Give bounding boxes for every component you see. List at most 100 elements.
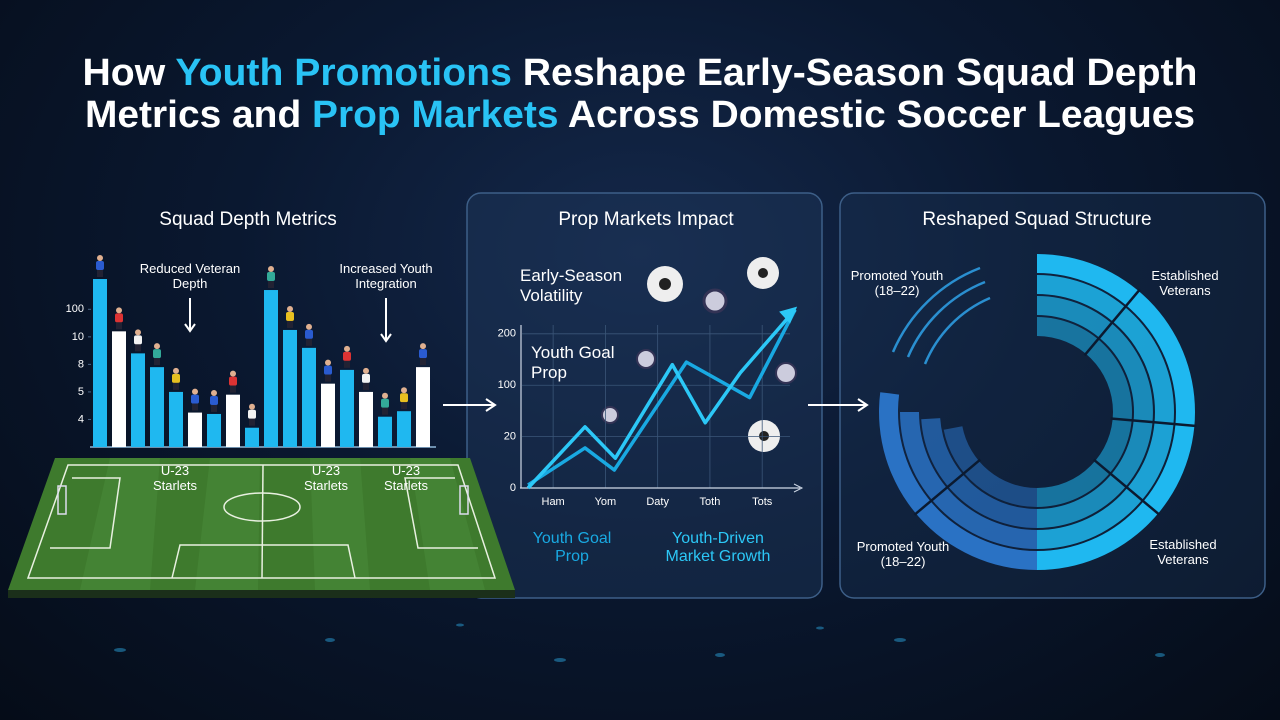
y-tick-label: 4 xyxy=(78,413,84,425)
player-body xyxy=(153,349,161,359)
legend-entry: Established Veterans xyxy=(1149,537,1217,567)
player-body xyxy=(248,409,256,419)
player-head xyxy=(192,388,198,395)
decor-arc xyxy=(891,266,991,365)
player-head xyxy=(287,305,293,312)
segment-divider xyxy=(1083,288,1141,357)
bar xyxy=(378,416,392,447)
bar xyxy=(321,383,335,447)
annotation: Youth Goal Prop xyxy=(531,343,615,382)
x-tick-label: Ham xyxy=(542,496,565,508)
bar xyxy=(112,331,126,447)
chart-title: Squad Depth Metrics xyxy=(159,209,336,230)
field-label: U-23 Starlets xyxy=(152,463,198,493)
player-legs xyxy=(306,338,312,346)
player-head xyxy=(344,345,350,352)
segment-divider xyxy=(1092,458,1161,516)
legend-entry: Promoted Youth (18–22) xyxy=(850,268,944,298)
bar xyxy=(93,279,107,447)
panel xyxy=(466,192,823,599)
floor-dots xyxy=(114,623,1165,662)
bar xyxy=(207,413,221,447)
y-tick-label: 5 xyxy=(78,386,84,398)
player-head xyxy=(420,343,426,350)
x-tick-label: Toth xyxy=(700,496,721,508)
player-body xyxy=(191,394,199,404)
field-label: U-23 Starlets xyxy=(383,463,429,493)
player-head xyxy=(173,367,179,374)
player-head xyxy=(249,403,255,410)
field-label: U-23 Starlets xyxy=(303,463,349,493)
player-body xyxy=(286,311,294,321)
player-legs xyxy=(420,358,426,366)
ring-segment xyxy=(921,418,1037,528)
bar xyxy=(302,347,316,447)
player-body xyxy=(115,313,123,323)
player-body xyxy=(362,373,370,383)
legend-entry: Youth Goal Prop xyxy=(532,530,612,566)
bar xyxy=(340,369,354,447)
player-legs xyxy=(268,281,274,289)
ring-segment xyxy=(1037,296,1153,528)
player-head xyxy=(306,323,312,330)
player-body xyxy=(305,329,313,339)
line-series xyxy=(527,308,797,487)
player-legs xyxy=(249,418,255,426)
legend-entry: Established Veterans xyxy=(1151,268,1219,298)
player-body xyxy=(324,365,332,375)
x-tick-label: Yom xyxy=(595,496,617,508)
player-legs xyxy=(211,404,217,412)
trend-arrowhead xyxy=(779,306,798,324)
y-tick-label: 100 xyxy=(498,379,516,391)
player-head xyxy=(230,370,236,377)
x-axis-arrow xyxy=(793,483,804,493)
title-text: How xyxy=(83,52,176,94)
player-legs xyxy=(401,402,407,410)
player-legs xyxy=(363,382,369,390)
player-legs xyxy=(97,270,103,278)
bar xyxy=(188,412,202,447)
player-legs xyxy=(287,320,293,328)
player-body xyxy=(96,261,104,271)
player-body xyxy=(172,373,180,383)
player-body xyxy=(267,272,275,282)
bar xyxy=(150,367,164,447)
y-tick-label: 10 xyxy=(72,331,84,343)
y-tick-label: 0 xyxy=(510,482,516,494)
player-body xyxy=(229,376,237,386)
player-head xyxy=(401,387,407,394)
annotation: Early-Season Volatility xyxy=(520,266,623,305)
y-tick-label: 8 xyxy=(78,358,84,370)
ring-segment xyxy=(1037,317,1132,507)
title-highlight: Prop Markets xyxy=(312,94,558,136)
bar xyxy=(264,290,278,447)
title-text: Metrics and xyxy=(85,94,312,136)
player-legs xyxy=(192,403,198,411)
y-tick-label: 20 xyxy=(504,431,516,443)
player-legs xyxy=(135,344,141,352)
soccer-ball xyxy=(601,257,797,452)
ring-segment xyxy=(943,426,1037,507)
player-body xyxy=(343,351,351,361)
ring-segment xyxy=(879,392,1037,570)
annotation-arrow xyxy=(184,298,392,343)
player-body xyxy=(210,395,218,405)
x-tick-label: Tots xyxy=(752,496,773,508)
player-body xyxy=(419,349,427,359)
bar xyxy=(169,391,183,447)
player-legs xyxy=(325,374,331,382)
ring-segment xyxy=(1037,275,1174,549)
player-legs xyxy=(173,382,179,390)
title-text: Across Domestic Soccer Leagues xyxy=(559,94,1195,136)
player-head xyxy=(268,266,274,273)
title-line: Metrics and Prop Markets Across Domestic… xyxy=(85,94,1195,136)
player-head xyxy=(154,343,160,350)
bar xyxy=(245,427,259,447)
segment-divider xyxy=(1110,417,1197,428)
ring-segment xyxy=(1037,254,1195,570)
bar xyxy=(283,329,297,447)
player-head xyxy=(116,307,122,314)
segment-divider xyxy=(913,458,982,516)
